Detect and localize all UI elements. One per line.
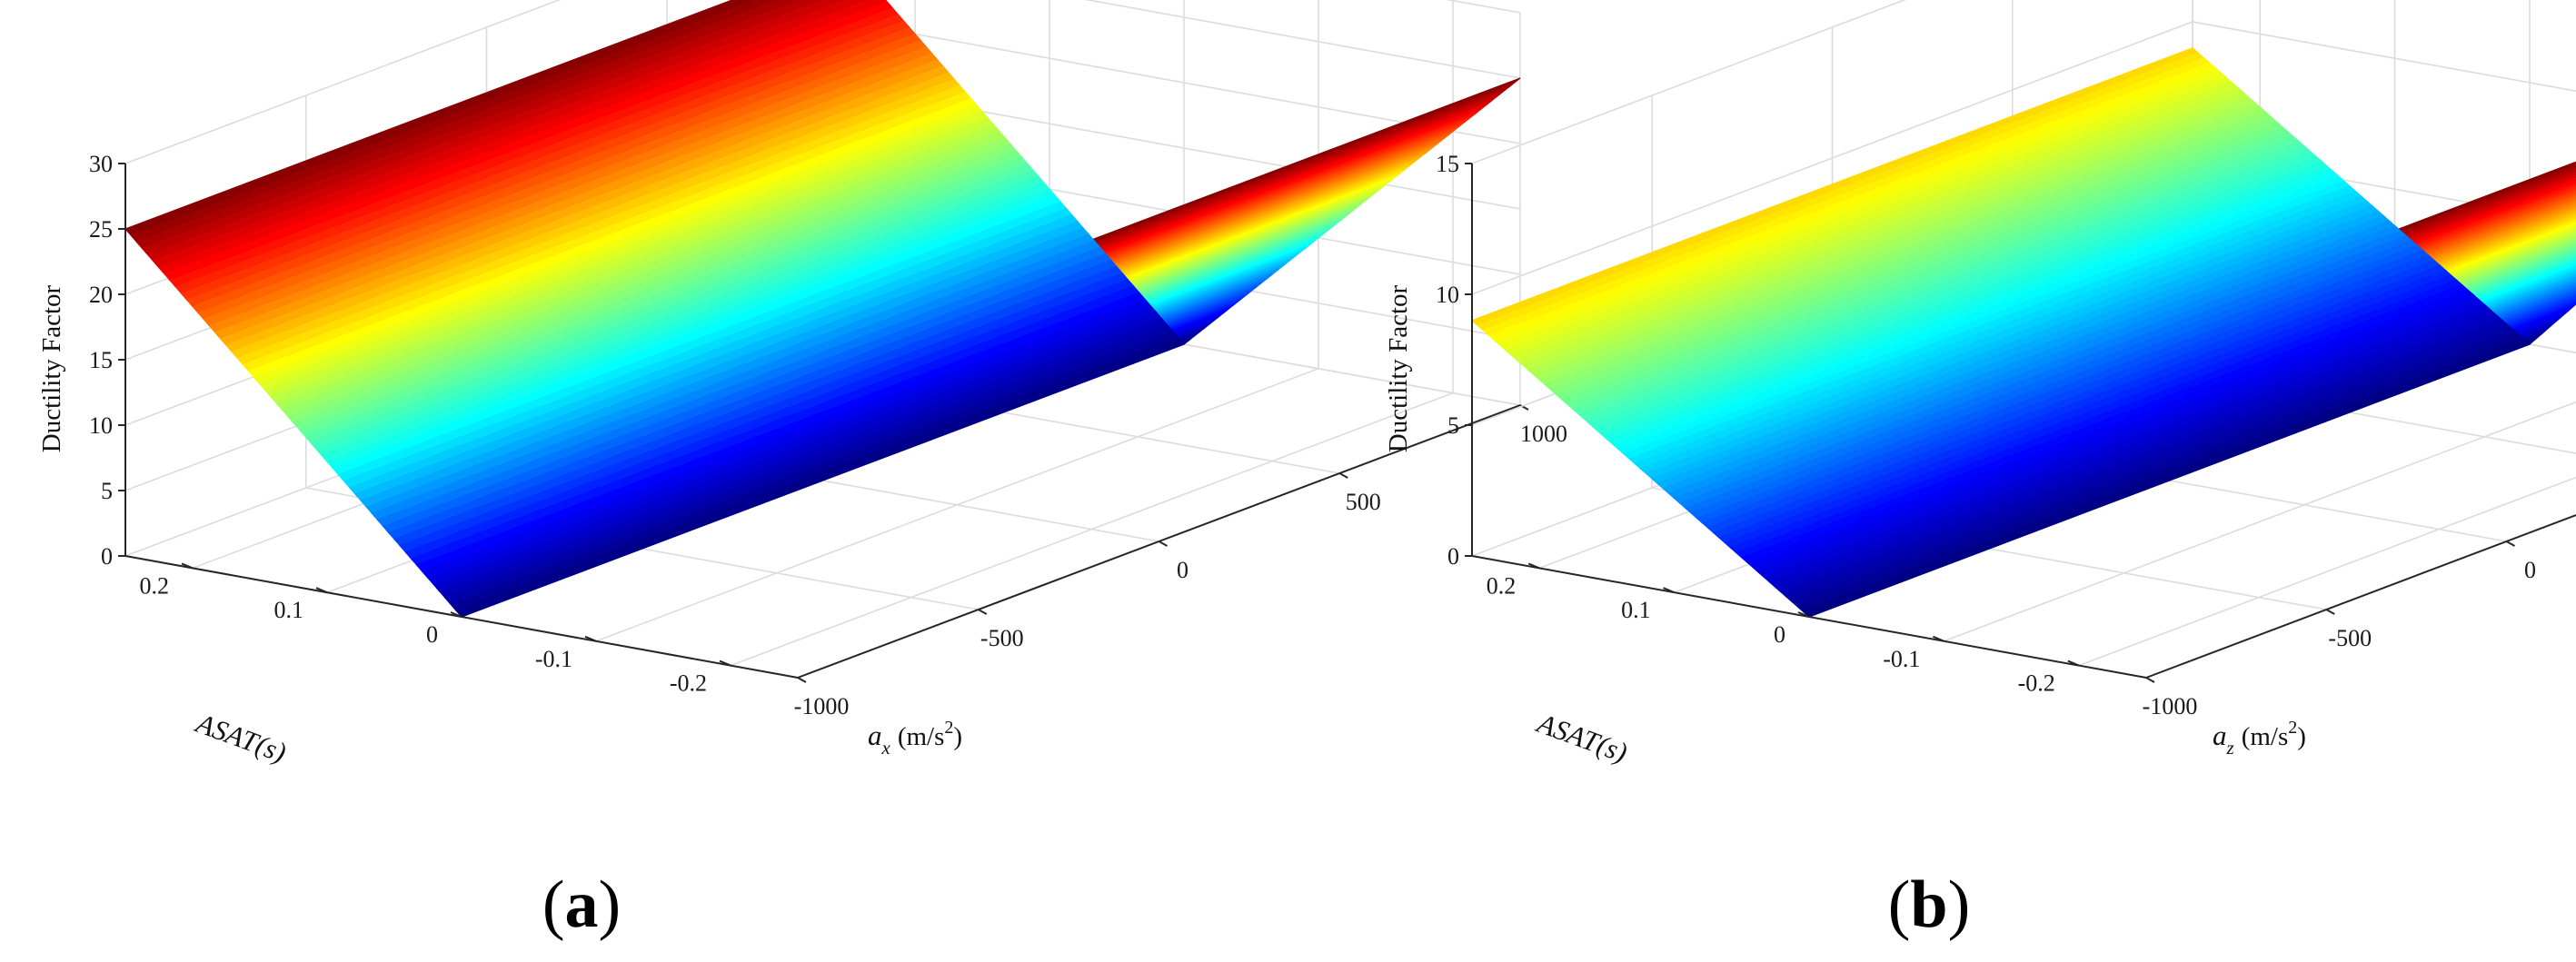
x-tick-label: 500 bbox=[1346, 489, 1381, 515]
y-tick-label: 0.2 bbox=[1487, 572, 1517, 599]
y-tick bbox=[1527, 562, 1540, 570]
y-tick bbox=[2067, 660, 2080, 667]
surface-near-half bbox=[124, 0, 1186, 618]
z-tick-label: 0 bbox=[101, 543, 113, 570]
y-tick bbox=[450, 611, 462, 618]
z-tick-label: 20 bbox=[89, 282, 113, 308]
y-tick-label: -0.1 bbox=[1883, 646, 1920, 672]
x-tick bbox=[1338, 472, 1348, 479]
z-tick-label: 15 bbox=[89, 347, 113, 373]
panel-b-chart: -1000-500050010000.20.10-0.1-0.2051015Du… bbox=[1384, 0, 2576, 769]
x-tick bbox=[2145, 677, 2155, 683]
z-tick-label: 15 bbox=[1436, 151, 1459, 177]
y-tick-label: -0.1 bbox=[535, 646, 572, 672]
z-tick-label: 5 bbox=[1447, 412, 1459, 439]
y-tick-label: 0 bbox=[1774, 621, 1785, 648]
panel-a-chart: -1000 -500 0 500 1000 0.2 0.1 0 -0.1 -0.2 0 5 10 15 20… bbox=[37, 0, 1567, 769]
y-tick-label: -0.2 bbox=[2018, 670, 2055, 697]
y-tick bbox=[1797, 611, 1810, 618]
x-tick-label: -1000 bbox=[2143, 693, 2198, 719]
z-tick-label: 10 bbox=[89, 412, 113, 439]
x-axis-label: ax (m/s2) bbox=[868, 718, 962, 759]
y-tick bbox=[1933, 635, 1944, 642]
y-tick bbox=[181, 562, 194, 570]
x-tick bbox=[978, 609, 988, 615]
surface bbox=[1470, 47, 2576, 618]
x-tick bbox=[797, 677, 807, 683]
z-tick-label: 10 bbox=[1436, 282, 1459, 308]
y-tick bbox=[315, 587, 328, 594]
y-tick-label: -0.2 bbox=[670, 670, 707, 697]
y-tick bbox=[584, 635, 597, 642]
panel-a-label: (a) bbox=[542, 868, 621, 942]
z-tick-label: 0 bbox=[1447, 543, 1459, 570]
surface bbox=[124, 0, 1521, 618]
x-tick-label: 1000 bbox=[1520, 421, 1567, 447]
z-tick-label: 30 bbox=[89, 151, 113, 177]
y-tick-label: 0.2 bbox=[140, 572, 170, 599]
x-tick bbox=[2506, 541, 2515, 547]
x-tick-label: -1000 bbox=[794, 693, 850, 719]
y-tick bbox=[1663, 587, 1675, 594]
x-tick bbox=[2325, 609, 2335, 615]
y-tick-label: 0 bbox=[426, 621, 438, 648]
x-tick-label: -500 bbox=[2328, 625, 2372, 651]
z-axis-label: Ductility Factor bbox=[37, 284, 66, 452]
y-tick-label: 0.1 bbox=[1621, 597, 1651, 623]
x-tick-label: -500 bbox=[980, 625, 1024, 651]
z-tick-label: 5 bbox=[101, 478, 113, 504]
z-axis-label: Ductility Factor bbox=[1384, 284, 1413, 452]
x-tick bbox=[1159, 541, 1168, 547]
x-tick-label: 0 bbox=[1177, 557, 1189, 583]
y-axis-label: ASAT(s) bbox=[1532, 707, 1632, 769]
y-tick-label: 0.1 bbox=[274, 597, 304, 623]
panel-b-label: (b) bbox=[1888, 868, 1970, 942]
surface-near-half bbox=[1470, 47, 2531, 618]
y-axis-label: ASAT(s) bbox=[191, 707, 291, 769]
z-tick-label: 25 bbox=[89, 216, 113, 243]
x-axis-label: az (m/s2) bbox=[2213, 718, 2306, 759]
x-tick-label: 0 bbox=[2524, 557, 2536, 583]
tick-labels: -1000 -500 0 500 1000 0.2 0.1 0 -0.1 -0.2 0 5 10 15 20… bbox=[89, 151, 1567, 719]
y-tick bbox=[719, 660, 731, 667]
